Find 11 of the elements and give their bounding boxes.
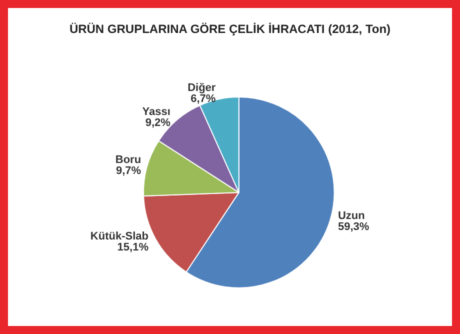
data-label: 15,1% (117, 242, 149, 254)
slice-label: Kütük-Slab (90, 230, 149, 243)
slice-label: Yassı (142, 106, 170, 118)
slice-label: Diğer (188, 82, 216, 94)
data-label: 6,7% (190, 92, 216, 105)
chart-title: ÜRÜN GRUPLARINA GÖRE ÇELİK İHRACATI (2012, Ton) (69, 22, 391, 36)
slice-label: Uzun (338, 210, 366, 222)
data-label: 59,3% (338, 221, 370, 234)
data-label: 9,7% (116, 165, 142, 178)
slice-label: Boru (115, 154, 142, 166)
data-label: 9,2% (145, 116, 171, 129)
